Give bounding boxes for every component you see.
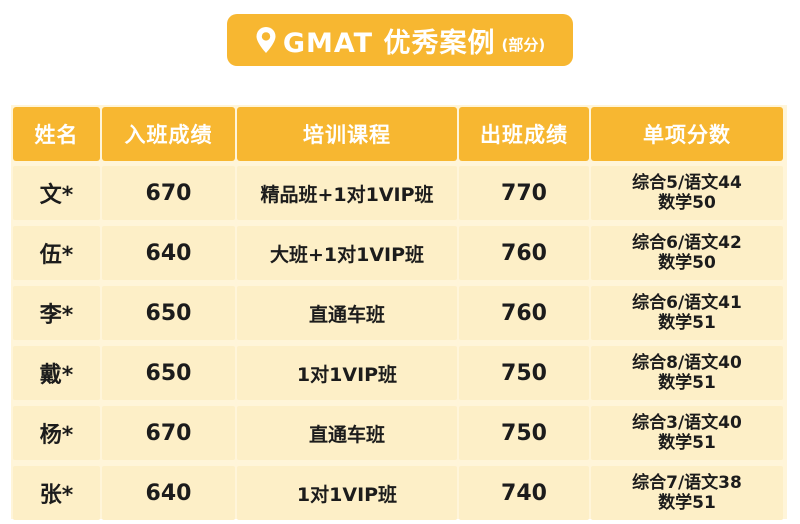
student-name: 张* — [13, 466, 100, 520]
exit-score: 750 — [459, 406, 589, 460]
section-scores-line2: 数学50 — [658, 253, 716, 273]
entry-score: 670 — [102, 166, 235, 220]
student-name: 戴* — [13, 346, 100, 400]
course-name: 1对1VIP班 — [237, 346, 457, 400]
section-scores: 综合8/语文40 数学51 — [591, 346, 783, 400]
section-scores: 综合6/语文41 数学51 — [591, 286, 783, 340]
section-scores-line1: 综合5/语文44 — [632, 173, 742, 193]
section-scores-line1: 综合6/语文42 — [632, 233, 742, 253]
section-scores-line2: 数学51 — [658, 373, 716, 393]
exit-score: 740 — [459, 466, 589, 520]
section-scores-line1: 综合7/语文38 — [632, 473, 742, 493]
cases-table: 姓名 入班成绩 培训课程 出班成绩 单项分数 文* 670 精品班+1对1VIP班 770 综合5… — [11, 105, 787, 520]
location-pin-icon — [256, 27, 276, 53]
student-name: 伍* — [13, 226, 100, 280]
header-entry-score: 入班成绩 — [102, 107, 235, 161]
entry-score: 640 — [102, 226, 235, 280]
section-scores-line2: 数学51 — [658, 433, 716, 453]
header-section-scores: 单项分数 — [591, 107, 783, 161]
entry-score: 670 — [102, 406, 235, 460]
section-scores-line2: 数学51 — [658, 313, 716, 333]
exit-score: 770 — [459, 166, 589, 220]
section-scores: 综合3/语文40 数学51 — [591, 406, 783, 460]
exit-score: 760 — [459, 226, 589, 280]
header-name: 姓名 — [13, 107, 100, 161]
entry-score: 650 — [102, 346, 235, 400]
exit-score: 750 — [459, 346, 589, 400]
course-name: 直通车班 — [237, 406, 457, 460]
course-name: 直通车班 — [237, 286, 457, 340]
student-name: 文* — [13, 166, 100, 220]
student-name: 李* — [13, 286, 100, 340]
section-scores-line2: 数学50 — [658, 193, 716, 213]
section-scores-line1: 综合6/语文41 — [632, 293, 742, 313]
section-scores-line1: 综合8/语文40 — [632, 353, 742, 373]
course-name: 1对1VIP班 — [237, 466, 457, 520]
exit-score: 760 — [459, 286, 589, 340]
section-scores-line1: 综合3/语文40 — [632, 413, 742, 433]
course-name: 精品班+1对1VIP班 — [237, 166, 457, 220]
entry-score: 650 — [102, 286, 235, 340]
page-title: GMAT 优秀案例 — [282, 27, 496, 59]
student-name: 杨* — [13, 406, 100, 460]
title-banner: GMAT 优秀案例 (部分) — [227, 14, 573, 66]
section-scores: 综合6/语文42 数学50 — [591, 226, 783, 280]
header-exit-score: 出班成绩 — [459, 107, 589, 161]
header-course: 培训课程 — [237, 107, 457, 161]
entry-score: 640 — [102, 466, 235, 520]
page-subtitle: (部分) — [501, 35, 546, 54]
section-scores: 综合7/语文38 数学51 — [591, 466, 783, 520]
course-name: 大班+1对1VIP班 — [237, 226, 457, 280]
section-scores: 综合5/语文44 数学50 — [591, 166, 783, 220]
section-scores-line2: 数学51 — [658, 493, 716, 513]
